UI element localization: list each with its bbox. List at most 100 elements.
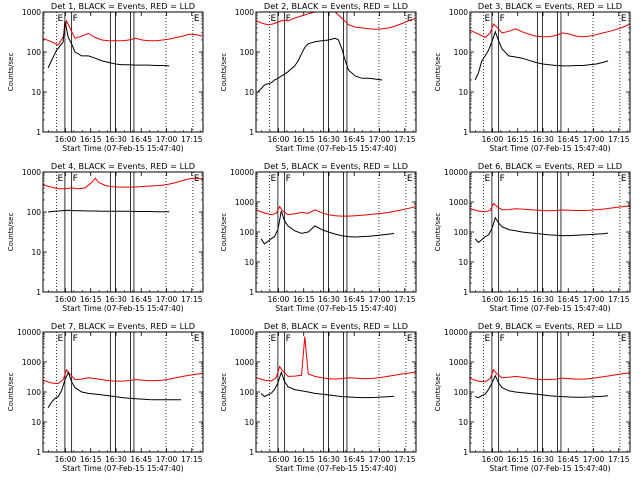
y-tick-label: 100 <box>27 208 42 217</box>
y-tick-label: 1 <box>463 288 468 297</box>
x-tick-label: 17:00 <box>369 455 391 464</box>
events-series-line <box>48 209 170 213</box>
y-tick-label: 100 <box>27 388 42 397</box>
x-tick-label: 16:15 <box>507 455 529 464</box>
y-tick-label: 1000 <box>235 198 254 207</box>
events-series-line <box>260 210 395 245</box>
x-tick-label: 16:15 <box>80 295 102 304</box>
plot-frame <box>255 171 417 293</box>
x-axis-label: Start Time (07-Feb-15 15:47:40) <box>275 304 396 313</box>
x-tick-label: 17:00 <box>583 295 605 304</box>
event-marker-label: F <box>286 334 291 344</box>
x-axis-label: Start Time (07-Feb-15 15:47:40) <box>62 144 183 153</box>
y-tick-label: 10 <box>244 418 254 427</box>
events-series-line <box>47 371 182 408</box>
lld-series-line <box>43 19 203 46</box>
x-tick-label: 16:30 <box>318 455 340 464</box>
events-series-line <box>257 37 383 93</box>
y-tick-label: 1 <box>249 128 254 137</box>
y-tick-label: 1000 <box>235 8 254 17</box>
x-tick-label: 17:00 <box>156 295 178 304</box>
x-tick-label: 16:00 <box>268 295 290 304</box>
y-tick-label: 1 <box>249 288 254 297</box>
event-marker-label: E <box>484 14 490 24</box>
lld-series-line <box>470 368 630 383</box>
panel-title: Det 1, BLACK = Events, RED = LLD <box>51 1 195 11</box>
event-marker-label: E <box>621 174 627 184</box>
y-tick-label: 1 <box>36 288 41 297</box>
event-marker-label: E <box>194 334 200 344</box>
x-tick-label: 16:45 <box>343 295 365 304</box>
x-tick-label: 17:15 <box>181 455 203 464</box>
lld-series-line <box>470 202 630 213</box>
event-marker-label: E <box>484 334 490 344</box>
event-marker-label: E <box>484 174 490 184</box>
plot-frame <box>255 331 417 453</box>
y-tick-label: 1000 <box>22 168 41 177</box>
x-tick-label: 16:00 <box>268 455 290 464</box>
event-marker-label: F <box>73 14 78 24</box>
panel-title: Det 5, BLACK = Events, RED = LLD <box>264 161 408 171</box>
event-marker-label: F <box>500 14 505 24</box>
event-marker-label: E <box>270 174 276 184</box>
x-tick-label: 16:15 <box>507 135 529 144</box>
x-tick-label: 16:00 <box>55 295 77 304</box>
y-tick-label: 10 <box>244 258 254 267</box>
event-marker-label: E <box>621 14 627 24</box>
x-tick-label: 16:45 <box>557 135 579 144</box>
event-marker-label: F <box>500 334 505 344</box>
x-tick-label: 17:00 <box>156 135 178 144</box>
event-marker-label: E <box>621 334 627 344</box>
panel-title: Det 3, BLACK = Events, RED = LLD <box>478 1 622 11</box>
x-tick-label: 16:45 <box>130 135 152 144</box>
x-tick-label: 17:15 <box>181 295 203 304</box>
x-axis-label: Start Time (07-Feb-15 15:47:40) <box>275 144 396 153</box>
plot-frame <box>42 171 204 293</box>
lld-series-line <box>470 23 630 39</box>
y-tick-label: 100 <box>240 228 255 237</box>
event-marker-label: F <box>286 14 291 24</box>
x-axis-label: Start Time (07-Feb-15 15:47:40) <box>62 464 183 473</box>
x-tick-label: 17:15 <box>608 135 630 144</box>
x-tick-label: 17:15 <box>394 135 416 144</box>
x-tick-label: 16:30 <box>318 135 340 144</box>
y-tick-label: 100 <box>27 48 42 57</box>
event-marker-label: E <box>407 174 413 184</box>
plot-frame <box>255 11 417 133</box>
y-axis-label: Counts/sec <box>434 213 442 252</box>
y-tick-label: 10 <box>458 88 468 97</box>
x-axis-label: Start Time (07-Feb-15 15:47:40) <box>489 464 610 473</box>
y-tick-label: 10000 <box>444 328 468 337</box>
event-marker-label: F <box>73 334 78 344</box>
y-axis-label: Counts/sec <box>7 213 15 252</box>
y-tick-label: 10 <box>458 258 468 267</box>
y-tick-label: 10000 <box>230 328 254 337</box>
event-marker-label: E <box>407 14 413 24</box>
events-series-line <box>474 374 609 399</box>
event-marker-label: E <box>57 14 63 24</box>
x-tick-label: 17:15 <box>608 455 630 464</box>
events-series-line <box>474 30 609 81</box>
y-axis-label: Counts/sec <box>220 213 228 252</box>
x-tick-label: 17:00 <box>583 135 605 144</box>
lld-series-line <box>256 12 416 30</box>
x-tick-label: 16:15 <box>507 295 529 304</box>
y-tick-label: 10000 <box>17 328 41 337</box>
x-tick-label: 16:30 <box>532 295 554 304</box>
x-tick-label: 16:45 <box>343 135 365 144</box>
x-tick-label: 16:00 <box>268 135 290 144</box>
panel-title: Det 4, BLACK = Events, RED = LLD <box>51 161 195 171</box>
y-tick-label: 1 <box>36 128 41 137</box>
x-tick-label: 16:15 <box>293 135 315 144</box>
x-tick-label: 17:00 <box>156 455 178 464</box>
y-tick-label: 10 <box>31 418 41 427</box>
x-tick-label: 16:30 <box>318 295 340 304</box>
panel-title: Det 7, BLACK = Events, RED = LLD <box>51 321 195 331</box>
y-tick-label: 1 <box>36 448 41 457</box>
x-tick-label: 16:30 <box>532 455 554 464</box>
